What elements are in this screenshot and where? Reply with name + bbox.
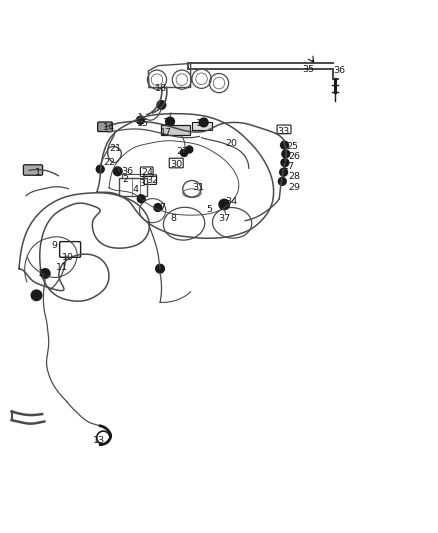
Text: 25: 25: [286, 142, 298, 151]
Text: 24: 24: [141, 168, 153, 177]
Text: 2: 2: [122, 175, 128, 184]
Text: 14: 14: [103, 123, 115, 132]
Text: 15: 15: [137, 119, 148, 128]
Circle shape: [166, 117, 174, 126]
Text: 8: 8: [170, 214, 176, 223]
Text: 18: 18: [155, 84, 167, 93]
Circle shape: [219, 199, 230, 210]
Text: 10: 10: [62, 253, 74, 262]
Text: 3: 3: [140, 179, 146, 188]
Circle shape: [281, 159, 289, 166]
Text: 34: 34: [225, 197, 237, 206]
Text: 13: 13: [93, 436, 105, 445]
Text: 11: 11: [56, 263, 68, 272]
Text: 21: 21: [109, 144, 121, 152]
Text: 28: 28: [288, 172, 300, 181]
Text: 29: 29: [288, 182, 300, 191]
Text: 9: 9: [51, 241, 57, 250]
Text: 23: 23: [176, 147, 188, 156]
Text: 27: 27: [282, 163, 294, 172]
Circle shape: [138, 195, 145, 203]
Circle shape: [282, 150, 290, 158]
Text: 20: 20: [225, 139, 237, 148]
Text: 4: 4: [132, 185, 138, 194]
Text: 19: 19: [196, 119, 208, 128]
Text: 5: 5: [206, 205, 212, 214]
Text: 33: 33: [278, 127, 290, 136]
Text: 12: 12: [39, 269, 50, 278]
Circle shape: [199, 118, 208, 127]
Circle shape: [154, 204, 162, 212]
Text: 32: 32: [147, 176, 159, 185]
Text: 26: 26: [288, 152, 300, 161]
Text: 37: 37: [30, 292, 42, 301]
Text: 37: 37: [218, 214, 230, 223]
Circle shape: [280, 168, 288, 176]
Circle shape: [155, 264, 164, 273]
Text: 17: 17: [160, 127, 172, 136]
Circle shape: [281, 141, 288, 149]
FancyBboxPatch shape: [192, 123, 212, 130]
FancyBboxPatch shape: [98, 122, 113, 132]
Text: 35: 35: [303, 64, 314, 74]
Text: 16: 16: [163, 118, 175, 127]
Circle shape: [40, 269, 50, 278]
Text: 6: 6: [137, 195, 142, 203]
FancyBboxPatch shape: [161, 125, 190, 135]
Text: 30: 30: [170, 160, 182, 169]
Circle shape: [96, 165, 104, 173]
Circle shape: [180, 149, 187, 157]
Circle shape: [279, 177, 286, 185]
Circle shape: [186, 146, 193, 153]
Text: 31: 31: [192, 182, 204, 191]
Circle shape: [157, 101, 166, 109]
Circle shape: [113, 167, 122, 176]
Text: 7: 7: [159, 203, 165, 212]
FancyBboxPatch shape: [23, 165, 42, 175]
Circle shape: [137, 116, 145, 124]
Text: 36: 36: [121, 167, 134, 176]
Text: 36: 36: [333, 67, 345, 75]
Text: 22: 22: [103, 158, 115, 167]
Text: 1: 1: [35, 168, 41, 177]
Circle shape: [31, 290, 42, 301]
